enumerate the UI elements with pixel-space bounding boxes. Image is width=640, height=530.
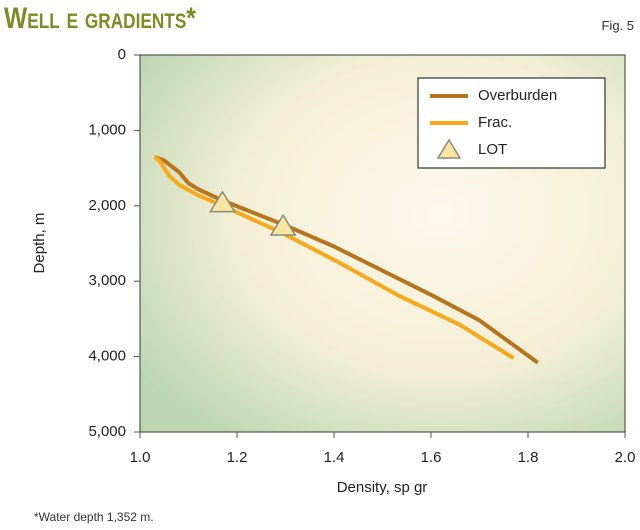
legend-label: Overburden [478, 87, 557, 104]
y-tick-label: 4,000 [88, 348, 126, 365]
x-tick-label: 1.8 [518, 449, 539, 466]
x-axis-label: Density, sp gr [337, 479, 428, 496]
x-tick-label: 1.4 [324, 449, 345, 466]
figure-number: Fig. 5 [601, 18, 634, 33]
lot-marker [209, 190, 236, 213]
lot-marker [269, 213, 297, 236]
footnote: *Water depth 1,352 m. [34, 510, 154, 524]
legend-label: LOT [478, 141, 507, 158]
x-tick-label: 1.2 [227, 449, 248, 466]
x-tick-label: 1.0 [130, 449, 151, 466]
chart-title: Well e gradients* [4, 2, 196, 35]
y-tick-label: 1,000 [88, 121, 126, 138]
y-tick-label: 5,000 [88, 423, 126, 440]
y-tick-label: 0 [118, 46, 126, 63]
y-tick-label: 3,000 [88, 272, 126, 289]
x-tick-label: 2.0 [615, 449, 636, 466]
chart: Depth, m Density, sp gr 0 1,000 2,000 3,000… [31, 46, 636, 496]
x-tick-label: 1.6 [421, 449, 442, 466]
legend-swatch [436, 138, 462, 159]
legend-label: Frac. [478, 114, 512, 131]
y-tick-label: 2,000 [88, 197, 126, 214]
y-axis-label: Depth, m [31, 213, 48, 274]
